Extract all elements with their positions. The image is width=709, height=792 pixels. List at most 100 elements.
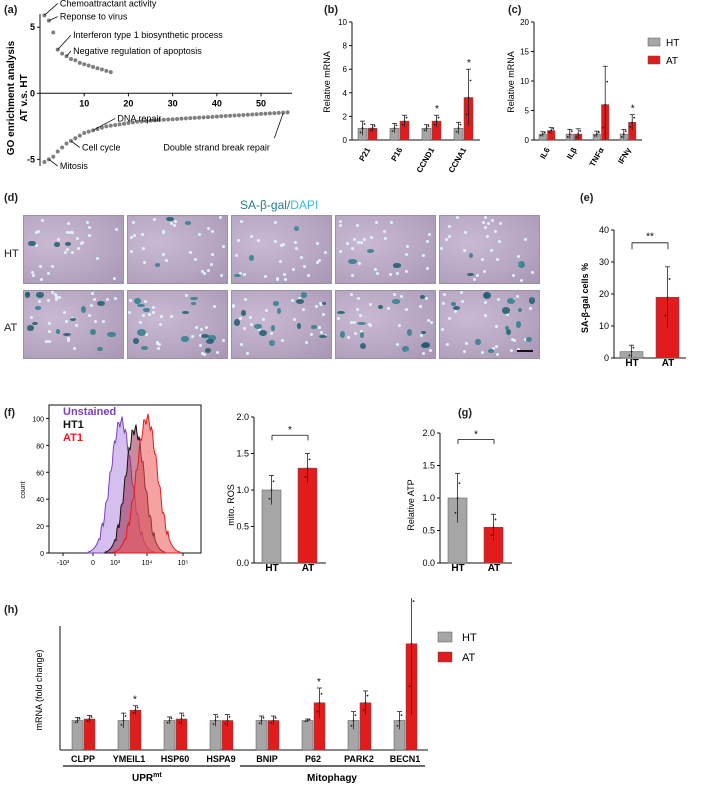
sa-beta-gal-positive-cell [234,319,240,326]
dapi-nucleus [358,262,362,266]
dapi-nucleus [57,296,61,300]
dapi-nucleus [531,271,535,275]
dapi-nucleus [161,230,165,234]
dapi-nucleus [86,220,90,224]
row-label-ht: HT [4,248,19,260]
data-point [579,130,582,132]
go-point [161,117,166,122]
go-point [51,154,56,159]
dapi-nucleus [131,221,135,225]
dapi-nucleus [419,333,423,337]
go-point [82,62,87,67]
bar-HT-HSP60 [163,720,176,751]
category-label: P62 [305,754,321,764]
sa-beta-gal-positive-cell [505,326,510,331]
dapi-nucleus [425,296,429,300]
data-point [304,475,307,478]
panel-d: (d) SA-β-gal/DAPI HT AT [0,188,560,373]
data-point [408,685,411,688]
dapi-nucleus [77,246,81,250]
annotation-text: Reponse to virus [60,12,128,22]
dapi-nucleus [513,338,517,342]
dapi-nucleus [261,318,265,322]
sa-beta-gal-positive-cell [36,291,45,299]
y-tick-label: 20 [599,289,609,299]
go-point [188,116,193,121]
dapi-nucleus [292,268,296,272]
data-point [412,600,415,603]
dapi-nucleus [496,297,500,301]
go-point [152,118,157,123]
y-tick-label: 0.5 [236,522,249,532]
category-label: IL6 [538,146,552,161]
category-label: CLPP [71,754,95,764]
go-point [228,113,233,118]
data-point [304,720,307,723]
dapi-nucleus [459,291,463,295]
dapi-nucleus [519,278,523,282]
sa-beta-gal-positive-cell [136,329,146,337]
dapi-nucleus [221,338,225,342]
panel-h-label: (h) [4,604,19,616]
go-point [259,111,264,116]
relative-mrna-chart-c: Relative mRNA HT AT 0 5 10 15 20 IL6 ILβ TNFα * I… [506,18,679,168]
data-point [606,80,609,83]
data-point [86,720,89,723]
panel-d-label: (d) [4,192,19,204]
go-point [179,116,184,121]
dapi-nucleus [158,322,162,326]
bar-AT-YMEIL1 [129,709,142,751]
data-point [134,709,137,712]
go-point [236,113,241,118]
dapi-nucleus [68,230,72,234]
annotation-leader [70,140,81,148]
go-ylabel-2: AT v.s. HT [19,74,30,121]
dapi-nucleus [205,326,209,330]
dapi-nucleus [367,323,371,327]
dapi-nucleus [66,221,70,225]
dapi-nucleus [249,316,253,320]
sa-beta-gal-positive-cell [65,242,71,247]
data-point [366,694,369,697]
go-point [135,119,140,124]
sa-beta-gal-positive-cell [269,340,276,346]
data-point [410,642,413,645]
dapi-nucleus [188,250,192,254]
annotation-leader [92,118,116,131]
go-point [99,67,104,72]
dapi-nucleus [165,259,169,263]
data-point [178,721,181,724]
data-point [435,120,438,123]
b-ylabel: Relative mRNA [322,51,332,113]
dapi-nucleus [382,230,386,234]
data-point [577,133,580,136]
dapi-nucleus [106,297,110,301]
sa-beta-gal-positive-cell [233,273,241,277]
sa-beta-gal-positive-cell [205,348,212,354]
data-point [363,123,366,125]
sa-beta-gal-positive-cell [96,301,105,307]
sa-beta-gal-positive-cell [507,297,516,304]
dapi-nucleus [36,230,40,234]
sa-beta-gal-positive-cell [133,338,139,344]
sa-beta-gal-positive-cell [421,330,426,334]
panel-b: (b) Relative mRNA 0 2 4 6 8 10 P21 P16 * CCND1 * CC… [318,0,488,180]
dapi-nucleus [243,272,247,276]
dapi-nucleus [398,323,402,327]
y-tick-label: 0 [604,353,609,363]
sa-beta-gal-positive-cell [296,323,302,330]
dapi-nucleus [486,221,490,225]
category-label: P16 [389,146,404,163]
dapi-nucleus [210,230,214,234]
y-tick-label: 5 [525,107,530,116]
dapi-nucleus [48,322,52,326]
data-point [318,701,321,704]
data-point [454,511,457,514]
dapi-nucleus [265,309,269,313]
micrograph-at-4 [335,290,436,359]
dapi-nucleus [282,242,286,246]
sa-beta-gal-positive-cell [528,297,535,304]
dapi-nucleus [222,244,226,248]
data-point [539,134,542,137]
sa-beta-gal-positive-cell [166,216,174,222]
